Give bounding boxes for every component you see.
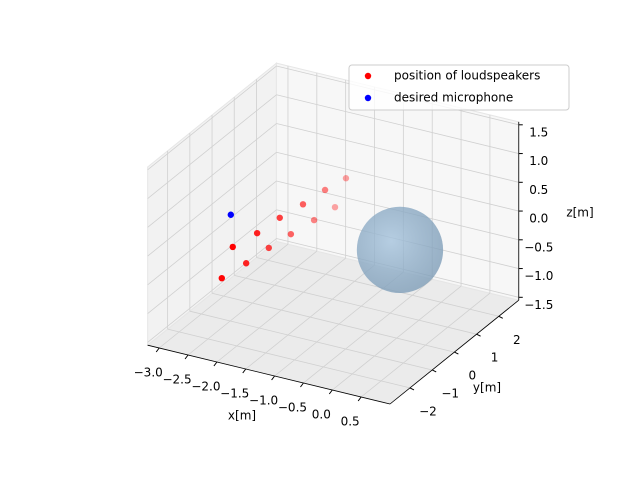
point xyxy=(321,186,329,194)
point xyxy=(299,201,307,208)
grid-line xyxy=(276,151,519,212)
legend-label: desired microphone xyxy=(394,91,513,105)
x-axis-label: x[m] xyxy=(228,409,256,423)
grid-line xyxy=(167,328,411,389)
y-tick-label: 2 xyxy=(513,333,521,347)
tick-mark xyxy=(155,347,160,353)
point xyxy=(287,230,295,238)
point xyxy=(310,216,318,224)
grid-line xyxy=(211,292,455,353)
y-axis-label: y[m] xyxy=(473,381,501,395)
tick-mark xyxy=(213,361,218,367)
tick-mark xyxy=(498,315,504,319)
tick-mark xyxy=(242,368,247,374)
y-tick-label: 0 xyxy=(469,369,477,383)
grid-line xyxy=(147,151,277,257)
x-tick-label: −2.5 xyxy=(162,373,191,387)
point xyxy=(265,244,273,252)
z-tick-label: 0.5 xyxy=(529,183,548,197)
point xyxy=(276,214,283,221)
x-tick-label: −3.0 xyxy=(134,366,163,380)
point xyxy=(342,175,350,182)
point xyxy=(253,229,261,237)
z-tick-label: 0.0 xyxy=(529,212,548,226)
legend-marker xyxy=(364,72,372,80)
grid-line xyxy=(147,94,277,199)
x-tick-label: 0.5 xyxy=(341,415,360,429)
legend-marker xyxy=(364,94,372,102)
tick-mark xyxy=(454,351,459,355)
tick-mark xyxy=(431,369,437,373)
grid-line xyxy=(189,310,433,371)
x-axis xyxy=(147,344,391,405)
grid-line xyxy=(147,180,277,286)
grid-line xyxy=(256,257,499,317)
sphere-shade xyxy=(356,206,444,294)
point xyxy=(229,243,236,251)
z-tick-label: −1.5 xyxy=(524,298,553,312)
grid-line xyxy=(276,94,519,154)
axes: −3.0 −2.5 −2.0 −1.5 −1.0 −0.5 0.0 0.5−2−1012−1.… xyxy=(134,121,553,429)
y-tick-label: −2 xyxy=(419,404,437,418)
tick-mark xyxy=(357,396,362,402)
x-tick-label: −0.5 xyxy=(278,401,307,415)
grid-line xyxy=(147,123,277,228)
z-tick-label: −0.5 xyxy=(524,240,553,254)
x-tick-label: −1.5 xyxy=(220,387,249,401)
grid-line xyxy=(147,238,277,343)
marks xyxy=(218,175,444,294)
legend: position of loudspeakers desired micropho… xyxy=(348,64,570,111)
legend-label: position of loudspeakers xyxy=(394,69,540,83)
point xyxy=(218,274,225,282)
point xyxy=(227,211,235,218)
y-tick-label: −1 xyxy=(441,386,459,400)
x-tick-label: 0.0 xyxy=(312,408,331,422)
tick-mark xyxy=(300,382,304,388)
z-tick-label: 1.5 xyxy=(529,125,548,139)
grid-line xyxy=(147,209,277,314)
grid-line xyxy=(234,275,477,335)
tick-mark xyxy=(328,389,333,395)
grid-line xyxy=(276,123,519,183)
legend-box xyxy=(348,64,570,111)
x-tick-label: −1.0 xyxy=(249,394,278,408)
x-tick-label: −2.0 xyxy=(191,380,220,394)
grid-line xyxy=(147,65,277,171)
point xyxy=(331,203,339,211)
y-axis xyxy=(389,299,520,405)
tick-mark xyxy=(476,333,481,337)
tick-mark xyxy=(409,387,415,391)
z-tick-label: −1.0 xyxy=(524,269,553,283)
panes xyxy=(146,62,520,405)
y-tick-label: 1 xyxy=(491,351,499,365)
point xyxy=(242,260,250,267)
tick-mark xyxy=(184,354,189,360)
tick-mark xyxy=(271,375,276,381)
z-axis-label: z[m] xyxy=(566,206,593,220)
z-tick-label: 1.0 xyxy=(529,154,548,168)
